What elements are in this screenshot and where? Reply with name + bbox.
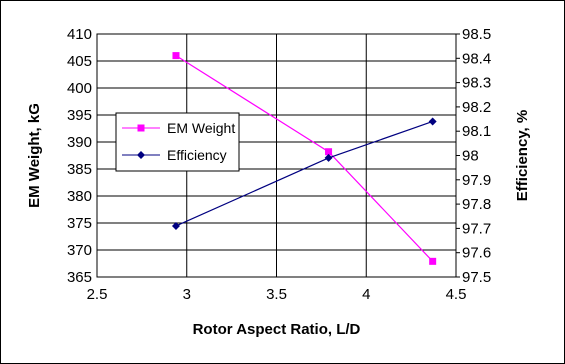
x-tick-label: 2.5 <box>87 286 108 303</box>
x-tick-label: 4 <box>362 286 370 303</box>
left-y-tick-label: 405 <box>67 53 92 70</box>
x-axis-title: Rotor Aspect Ratio, L/D <box>193 321 361 338</box>
left-y-tick-label: 375 <box>67 215 92 232</box>
plot-area-border <box>96 33 457 278</box>
legend-label-efficiency: Efficiency <box>167 147 227 163</box>
legend-marker-efficiency <box>137 151 145 159</box>
legend: EM Weight Efficiency <box>115 112 240 172</box>
left-y-tick-label: 380 <box>67 188 92 205</box>
efficiency-point <box>171 221 180 230</box>
right-y-tick-label: 97.6 <box>462 245 491 262</box>
right-y-tick-label: 97.8 <box>462 196 491 213</box>
x-tick-label: 4.5 <box>446 286 467 303</box>
left-y-tick-label: 385 <box>67 161 92 178</box>
right-y-tick-label: 98.5 <box>462 26 491 43</box>
left-y-tick-label: 370 <box>67 242 92 259</box>
right-y-tick-label: 97.5 <box>462 269 491 286</box>
left-y-tick-label: 395 <box>67 107 92 124</box>
efficiency-point <box>428 117 437 126</box>
right-y-tick-label: 97.7 <box>462 220 491 237</box>
efficiency-point <box>324 153 333 162</box>
right-y-tick-label: 98.1 <box>462 123 491 140</box>
x-tick-label: 3.5 <box>266 286 287 303</box>
right-axis-title: Efficiency, % <box>514 110 531 201</box>
right-y-tick-label: 97.9 <box>462 172 491 189</box>
em-weight-point <box>325 148 333 156</box>
left-axis-title: EM Weight, kG <box>26 103 43 208</box>
tick-labels: 2.5 3 3.5 4 4.5 365 370 375 380 385 390 395 400 405 41… <box>67 26 491 303</box>
left-y-tick-label: 365 <box>67 269 92 286</box>
left-y-tick-label: 390 <box>67 134 92 151</box>
legend-box <box>115 112 240 172</box>
em-weight-point <box>429 257 437 265</box>
legend-label-em-weight: EM Weight <box>167 120 235 136</box>
left-y-tick-label: 400 <box>67 80 92 97</box>
em-weight-point <box>172 52 180 60</box>
right-y-tick-label: 98.4 <box>462 50 491 67</box>
left-y-tick-label: 410 <box>67 26 92 43</box>
right-y-tick-label: 98 <box>462 148 479 165</box>
x-tick-label: 3 <box>183 286 191 303</box>
right-y-tick-label: 98.3 <box>462 75 491 92</box>
legend-marker-em-weight <box>137 124 145 132</box>
right-y-tick-label: 98.2 <box>462 99 491 116</box>
series-layer <box>171 52 437 265</box>
